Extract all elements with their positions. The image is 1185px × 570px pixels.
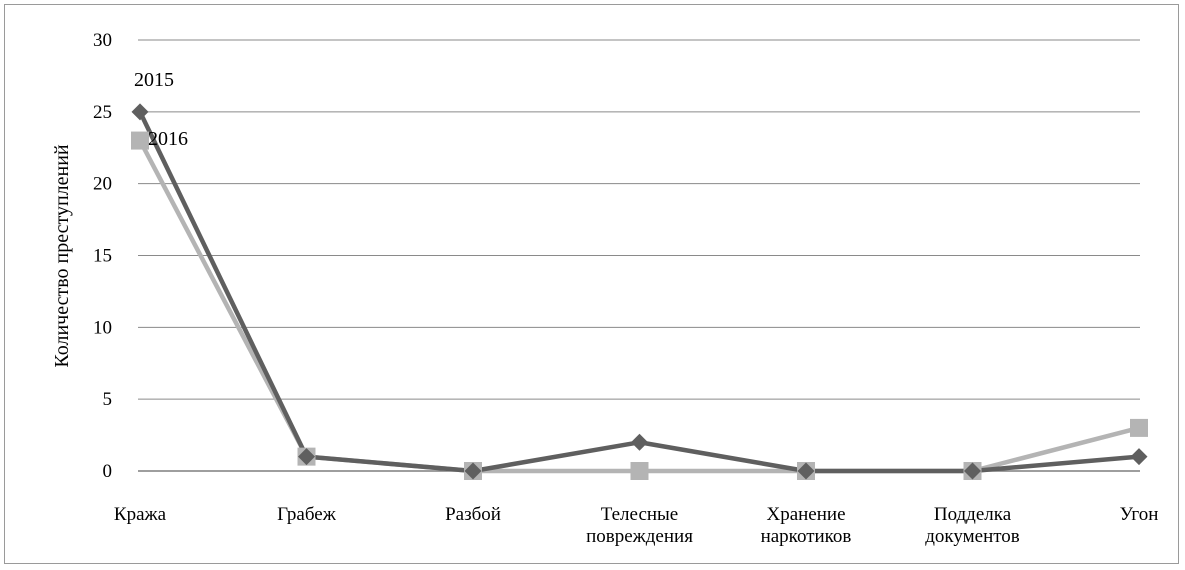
series-lines [137, 110, 1140, 474]
x-tick-label: Разбой [445, 504, 501, 525]
y-tick-label: 10 [93, 317, 112, 338]
series-markers [131, 103, 1148, 480]
marker-2016 [1130, 418, 1148, 437]
x-tick-label: Подделка документов [925, 504, 1020, 547]
marker-2016 [131, 131, 149, 150]
series-labels: 2015 2016 [134, 69, 188, 150]
y-tick-label: 25 [93, 102, 112, 123]
x-tick-label: Грабеж [277, 504, 337, 525]
y-tick-label: 30 [93, 30, 112, 51]
series-line-2015 [137, 110, 1140, 474]
y-tick-label: 20 [93, 174, 112, 195]
series-label-2015: 2015 [134, 69, 174, 91]
x-tick-label: Хранение наркотиков [761, 504, 852, 547]
gridlines [138, 39, 1140, 472]
series-label-2016: 2016 [148, 128, 188, 150]
marker-2015 [464, 462, 482, 480]
marker-2015 [631, 433, 648, 451]
marker-2015 [1130, 448, 1148, 466]
marker-2015 [797, 462, 815, 480]
y-tick-label: 5 [103, 389, 113, 410]
marker-2016 [630, 462, 649, 480]
x-tick-labels: Кража Грабеж Разбой Телесные повреждения Хран… [114, 504, 1158, 547]
y-tick-label: 15 [93, 246, 112, 267]
y-tick-label: 0 [103, 461, 113, 482]
y-axis-title: Количество преступлений [51, 144, 73, 368]
x-tick-label: Угон [1120, 504, 1159, 525]
x-tick-label: Телесные повреждения [586, 504, 693, 547]
y-tick-labels: 0 5 10 15 20 25 30 [93, 30, 112, 482]
x-tick-label: Кража [114, 504, 167, 525]
marker-2015 [298, 448, 315, 466]
marker-2015 [964, 462, 981, 480]
marker-2015 [131, 103, 149, 121]
